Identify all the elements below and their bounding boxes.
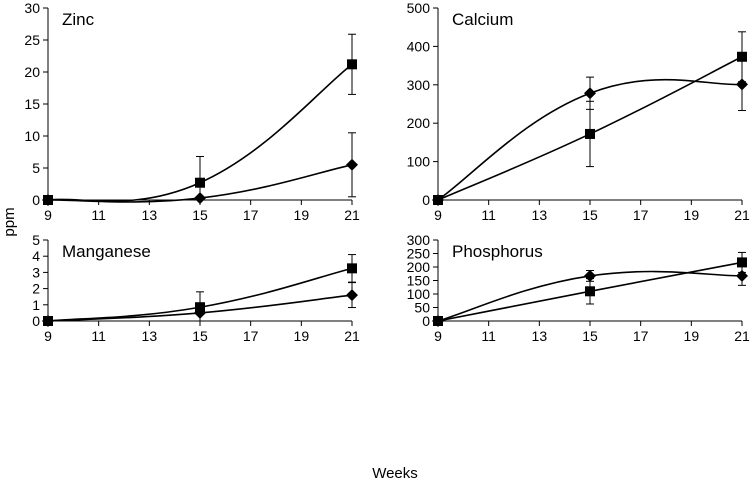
y-tick-label: 500 xyxy=(407,0,431,16)
data-point-square xyxy=(195,177,205,188)
y-tick-label: 300 xyxy=(407,232,431,248)
x-tick-label: 19 xyxy=(684,207,700,223)
x-tick-label: 11 xyxy=(481,328,496,344)
data-point-diamond xyxy=(346,289,358,302)
x-tick-label: 13 xyxy=(142,207,158,223)
y-tick-label: 4 xyxy=(32,248,40,264)
x-tick-label: 9 xyxy=(434,328,442,344)
data-point-diamond xyxy=(42,315,54,327)
x-tick-label: 13 xyxy=(142,328,158,344)
x-tick-label: 19 xyxy=(684,328,700,344)
y-tick-label: 3 xyxy=(32,264,40,280)
data-point-diamond xyxy=(194,306,206,319)
y-tick-label: 30 xyxy=(24,0,40,16)
x-tick-label: 13 xyxy=(532,328,548,344)
x-tick-label: 11 xyxy=(481,207,496,223)
panel-zinc: 0 5 10 15 20 25 30 9 11 13 15 17 19 21 Zinc xyxy=(24,0,360,223)
data-point-diamond xyxy=(346,158,358,171)
y-tick-label: 25 xyxy=(24,32,40,48)
y-tick-label: 5 xyxy=(32,232,40,248)
x-tick-label: 9 xyxy=(44,328,52,344)
x-tick-label: 21 xyxy=(734,207,750,223)
data-point-square xyxy=(585,286,595,297)
panel-title: Phosphorus xyxy=(452,242,543,261)
data-point-square xyxy=(347,59,357,70)
x-tick-label: 11 xyxy=(91,207,106,223)
y-tick-label: 50 xyxy=(414,300,430,316)
x-tick-label: 15 xyxy=(582,328,598,344)
panel-calcium: 0 100 200 300 400 500 9 11 13 15 17 19 21 Calcium xyxy=(407,0,750,223)
data-point-diamond xyxy=(42,194,54,206)
y-tick-label: 300 xyxy=(407,77,431,93)
y-tick-label: 1 xyxy=(32,297,40,313)
data-point-diamond xyxy=(432,315,444,327)
y-tick-label: 0 xyxy=(422,192,430,208)
data-point-square xyxy=(737,257,747,268)
data-point-diamond xyxy=(194,192,206,205)
y-tick-label: 0 xyxy=(422,313,430,329)
x-tick-label: 15 xyxy=(192,328,208,344)
x-axis-label: Weeks xyxy=(372,465,418,482)
data-point-square xyxy=(585,128,595,139)
y-tick-label: 0 xyxy=(32,192,40,208)
y-tick-label: 100 xyxy=(407,154,431,170)
x-tick-label: 17 xyxy=(243,328,259,344)
data-point-diamond xyxy=(584,269,596,282)
x-tick-label: 15 xyxy=(582,207,598,223)
y-tick-label: 400 xyxy=(407,38,431,54)
y-tick-label: 100 xyxy=(407,286,431,302)
y-tick-label: 200 xyxy=(407,259,431,275)
x-tick-label: 21 xyxy=(734,328,750,344)
y-tick-label: 5 xyxy=(32,160,40,176)
x-tick-label: 17 xyxy=(633,207,649,223)
x-tick-label: 19 xyxy=(294,328,310,344)
data-point-diamond xyxy=(432,194,444,206)
data-point-diamond xyxy=(736,78,748,91)
data-point-square xyxy=(347,263,357,274)
x-tick-label: 19 xyxy=(294,207,310,223)
x-tick-label: 21 xyxy=(344,328,360,344)
data-point-diamond xyxy=(584,87,596,100)
panel-title: Calcium xyxy=(452,10,513,29)
y-tick-label: 150 xyxy=(407,273,431,289)
x-tick-label: 17 xyxy=(243,207,259,223)
y-axis-label: ppm xyxy=(1,207,18,236)
panel-title: Manganese xyxy=(62,242,151,261)
y-tick-label: 0 xyxy=(32,313,40,329)
data-point-square xyxy=(737,51,747,62)
y-tick-label: 10 xyxy=(24,128,40,144)
x-tick-label: 17 xyxy=(633,328,649,344)
panel-title: Zinc xyxy=(62,10,95,29)
y-tick-label: 2 xyxy=(32,281,40,297)
x-tick-label: 13 xyxy=(532,207,548,223)
x-tick-label: 9 xyxy=(44,207,52,223)
x-tick-label: 11 xyxy=(91,328,106,344)
x-tick-label: 21 xyxy=(344,207,360,223)
y-tick-label: 200 xyxy=(407,115,431,131)
data-point-diamond xyxy=(736,269,748,282)
y-tick-label: 15 xyxy=(24,96,40,112)
y-tick-label: 250 xyxy=(407,246,431,262)
y-tick-label: 20 xyxy=(24,64,40,80)
x-tick-label: 9 xyxy=(434,207,442,223)
x-tick-label: 15 xyxy=(192,207,208,223)
